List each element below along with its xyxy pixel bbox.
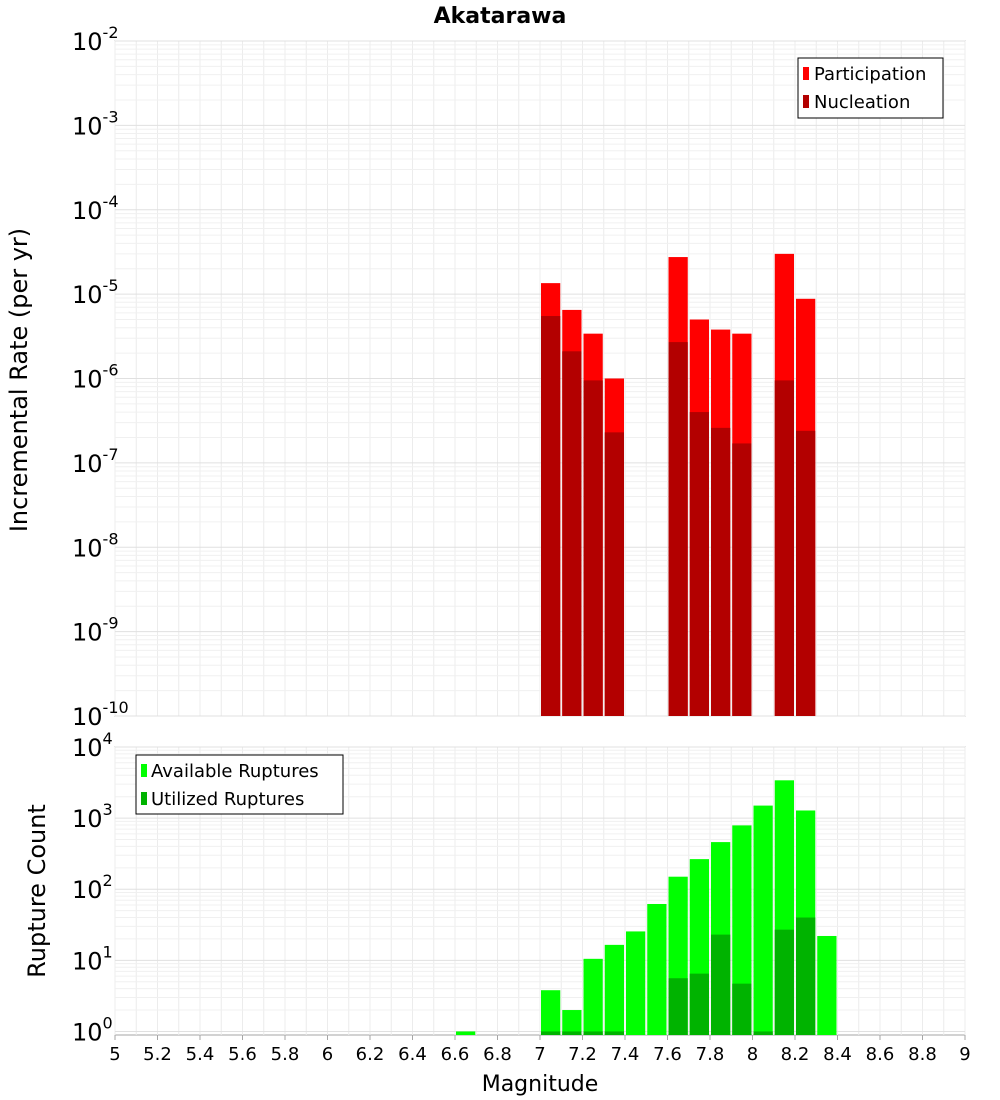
x-tick-label: 6.4 [398, 1044, 427, 1065]
nucleation-bar [604, 432, 624, 716]
rate-gridlines [114, 40, 966, 717]
available-ruptures-legend-swatch [141, 764, 147, 777]
y-tick-label: 102 [72, 871, 113, 904]
nucleation-legend-swatch [803, 95, 809, 108]
x-tick-label: 8.4 [823, 1044, 852, 1065]
available-ruptures-legend-label: Available Ruptures [151, 761, 319, 782]
x-tick-label: 5.4 [186, 1044, 215, 1065]
count-legend: Available Ruptures Utilized Ruptures [135, 754, 344, 815]
utilized-ruptures-bar [753, 1031, 773, 1035]
utilized-ruptures-bar [732, 983, 752, 1035]
x-tick-label: 7.2 [568, 1044, 597, 1065]
y-tick-label: 10-6 [72, 361, 119, 394]
y-tick-label: 10-2 [72, 23, 119, 56]
x-tick-label: 8.8 [908, 1044, 937, 1065]
nucleation-bar [711, 427, 731, 716]
rate-legend-box [797, 57, 944, 119]
utilized-ruptures-bar [711, 934, 731, 1035]
utilized-ruptures-bar [541, 1031, 561, 1035]
available-ruptures-bar [732, 825, 752, 1035]
count-y-axis-label: Rupture Count [23, 804, 51, 978]
x-tick-label: 7 [534, 1044, 545, 1065]
available-ruptures-bar [604, 944, 624, 1035]
utilized-ruptures-bar [796, 917, 816, 1035]
nucleation-bar [732, 443, 752, 716]
y-tick-label: 10-3 [72, 107, 119, 140]
utilized-ruptures-bar [689, 973, 709, 1035]
utilized-ruptures-legend-label: Utilized Ruptures [151, 789, 304, 810]
utilized-ruptures-bar [604, 1031, 624, 1035]
count-bars [456, 780, 837, 1035]
count-y-tick-labels: 100 101 102 103 104 [72, 729, 113, 1046]
x-tick-label: 7.6 [653, 1044, 682, 1065]
x-tick-label: 5.6 [228, 1044, 257, 1065]
utilized-ruptures-bar [774, 929, 794, 1035]
y-tick-label: 10-10 [72, 698, 129, 731]
participation-legend-swatch [803, 67, 809, 80]
available-ruptures-bar [583, 958, 603, 1035]
x-tick-label: 8.6 [866, 1044, 895, 1065]
chart-title: Akatarawa [434, 4, 567, 29]
y-tick-label: 10-9 [72, 614, 119, 647]
utilized-ruptures-bar [583, 1031, 603, 1035]
rate-y-axis-label: Incremental Rate (per yr) [5, 228, 33, 532]
rate-plot-panel: 10-10 10-9 10-8 10-7 10-6 10-5 10-4 10-3 10-2 In… [5, 23, 966, 731]
x-tick-label: 5 [109, 1044, 120, 1065]
available-ruptures-bar [647, 903, 667, 1035]
y-tick-label: 10-7 [72, 445, 119, 478]
y-tick-label: 101 [72, 942, 113, 975]
y-tick-label: 100 [72, 1013, 113, 1046]
utilized-ruptures-bar [668, 978, 688, 1035]
x-tick-label: 7.8 [696, 1044, 725, 1065]
nucleation-bar [583, 380, 603, 716]
nucleation-bar [796, 430, 816, 716]
x-tick-label: 8 [747, 1044, 758, 1065]
nucleation-bar [541, 316, 561, 716]
available-ruptures-bar [817, 935, 837, 1035]
utilized-ruptures-legend-swatch [141, 792, 147, 805]
x-tick-label: 6.6 [441, 1044, 470, 1065]
nucleation-bar [562, 351, 582, 716]
y-tick-label: 10-4 [72, 192, 119, 225]
participation-legend-label: Participation [814, 64, 926, 85]
x-tick-label: 6 [322, 1044, 333, 1065]
available-ruptures-bar [562, 1010, 582, 1035]
count-legend-box [135, 754, 344, 815]
available-ruptures-bar [541, 990, 561, 1035]
nucleation-bar [774, 380, 794, 716]
utilized-ruptures-bar [562, 1031, 582, 1035]
x-tick-label: 5.8 [271, 1044, 300, 1065]
rate-bars [541, 253, 816, 716]
y-tick-label: 10-8 [72, 529, 119, 562]
y-tick-label: 104 [72, 729, 113, 762]
x-tick-label: 7.4 [611, 1044, 640, 1065]
x-tick-labels: 5 5.2 5.4 5.6 5.8 6 6.2 6.4 6.6 6.8 7 7.2 7.4 7.6 7.8 8… [109, 1035, 971, 1065]
nucleation-bar [689, 412, 709, 716]
rate-legend: Participation Nucleation [797, 57, 944, 119]
rate-y-tick-labels: 10-10 10-9 10-8 10-7 10-6 10-5 10-4 10-3 10-2 [72, 23, 129, 731]
y-tick-label: 10-5 [72, 276, 119, 309]
available-ruptures-bar [626, 931, 646, 1035]
nucleation-bar [668, 342, 688, 716]
count-plot-panel: 100 101 102 103 104 Rupture Count Available … [23, 729, 966, 1046]
x-tick-label: 5.2 [143, 1044, 172, 1065]
x-axis-label: Magnitude [482, 1072, 599, 1097]
x-tick-label: 8.2 [781, 1044, 810, 1065]
x-tick-label: 6.8 [483, 1044, 512, 1065]
y-tick-label: 103 [72, 800, 113, 833]
x-tick-label: 6.2 [356, 1044, 385, 1065]
x-tick-label: 9 [959, 1044, 970, 1065]
available-ruptures-bar [456, 1031, 476, 1035]
available-ruptures-bar [753, 805, 773, 1035]
nucleation-legend-label: Nucleation [814, 92, 910, 113]
